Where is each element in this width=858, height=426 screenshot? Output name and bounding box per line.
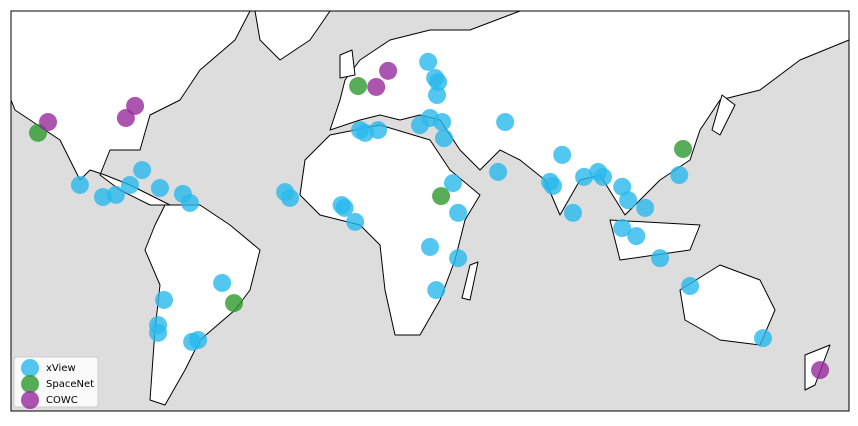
point (674, 139, 693, 158)
japan (711, 94, 736, 136)
legend: xView SpaceNet COWC (13, 356, 99, 409)
point (70, 175, 89, 194)
point (155, 290, 174, 309)
point (419, 52, 438, 71)
point (346, 212, 365, 231)
uk (339, 49, 356, 79)
point (496, 113, 515, 132)
legend-label: COWC (46, 395, 78, 406)
point (120, 175, 139, 194)
madagascar (461, 261, 479, 301)
point (225, 294, 244, 313)
map-frame (10, 10, 850, 412)
point (613, 219, 632, 238)
point (180, 193, 199, 212)
point (543, 176, 562, 195)
point (150, 179, 169, 198)
point (627, 227, 646, 246)
legend-label: SpaceNet (46, 379, 94, 390)
point (349, 77, 368, 96)
legend-marker (21, 359, 39, 377)
south-america (144, 204, 261, 406)
point (126, 96, 145, 115)
point (619, 191, 638, 210)
point (335, 198, 354, 217)
point (449, 203, 468, 222)
point (213, 273, 232, 292)
point (149, 323, 168, 342)
point (636, 198, 655, 217)
point (280, 188, 299, 207)
point (367, 77, 386, 96)
point (379, 61, 398, 80)
point (356, 123, 375, 142)
point (427, 281, 446, 300)
legend-marker (21, 391, 39, 409)
point (189, 330, 208, 349)
point (106, 185, 125, 204)
australia (679, 264, 776, 346)
point (670, 166, 689, 185)
point (449, 249, 468, 268)
point (433, 113, 452, 132)
point (754, 329, 773, 348)
point (429, 73, 448, 92)
point (575, 167, 594, 186)
point (594, 167, 613, 186)
points (29, 52, 830, 380)
point (553, 145, 572, 164)
point (489, 162, 508, 181)
legend-marker (21, 375, 39, 393)
point (421, 237, 439, 256)
point (428, 86, 447, 105)
point (564, 203, 583, 222)
point (681, 277, 700, 296)
point (435, 129, 454, 148)
point (39, 113, 58, 132)
point (651, 249, 670, 268)
legend-label: xView (46, 363, 76, 374)
point (432, 187, 451, 206)
point (811, 361, 830, 380)
point (133, 161, 152, 180)
point (443, 174, 462, 193)
